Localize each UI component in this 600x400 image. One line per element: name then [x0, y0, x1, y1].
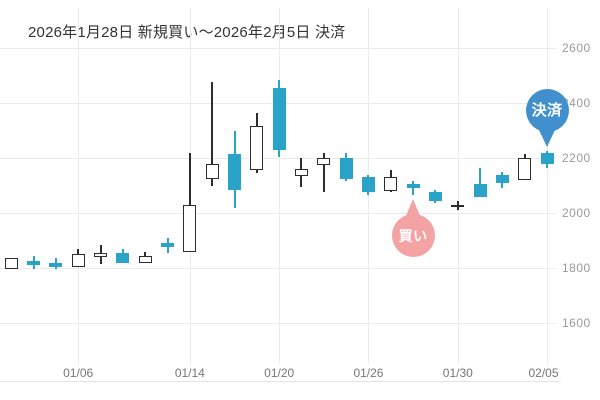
candle-body [161, 243, 174, 248]
v-gridline [279, 8, 281, 364]
candle-body [250, 126, 264, 171]
candle-body [473, 184, 487, 197]
x-axis-label: 01/20 [264, 366, 295, 380]
h-gridline [0, 213, 556, 214]
candle-body [116, 252, 130, 263]
y-axis-label: 1800 [562, 261, 591, 275]
x-axis-label: 02/05 [528, 366, 559, 380]
candle-body [451, 204, 465, 207]
candle-body [294, 169, 308, 176]
candle-wick [412, 181, 415, 196]
candle-body [138, 255, 152, 263]
candle-body [4, 258, 18, 270]
candle-body [27, 261, 41, 266]
y-axis-label: 2600 [562, 41, 591, 55]
candle-body [183, 204, 197, 252]
candle-body [272, 87, 286, 150]
x-axis-line [0, 381, 561, 382]
candle-body [71, 254, 85, 267]
x-axis-label: 01/06 [63, 366, 94, 380]
h-gridline [0, 48, 556, 49]
candle-body [428, 192, 442, 201]
h-gridline [0, 268, 556, 269]
x-axis-label: 01/26 [353, 366, 384, 380]
y-axis-label: 2000 [562, 206, 591, 220]
candle-wick [322, 152, 325, 193]
candle-wick [479, 167, 482, 197]
x-axis-label: 01/30 [442, 366, 473, 380]
y-axis-label: 2200 [562, 151, 591, 165]
settle-marker-tail [539, 130, 556, 148]
candle-body [518, 158, 532, 180]
candle-body [205, 163, 219, 179]
candle-body [49, 262, 63, 267]
candle-body [361, 177, 375, 193]
chart-title: 2026年1月28日 新規買い～2026年2月5日 決済 [28, 24, 346, 41]
settle-marker: 決済 [525, 89, 569, 133]
v-gridline [547, 8, 549, 364]
candle-body [540, 152, 554, 164]
y-axis-label: 1600 [562, 316, 591, 330]
y-axis-label: 2400 [562, 96, 591, 110]
v-gridline [78, 8, 80, 364]
candle-wick [211, 82, 214, 186]
candle-body [384, 177, 398, 191]
buy-marker-tail [405, 199, 422, 219]
h-gridline [0, 158, 556, 159]
candle-body [406, 184, 420, 189]
v-gridline [457, 8, 459, 364]
candle-body [317, 158, 331, 165]
h-gridline [0, 323, 556, 324]
candle-body [228, 153, 241, 190]
buy-marker: 買い [391, 214, 435, 258]
x-axis-label: 01/14 [174, 366, 205, 380]
candle-body [339, 158, 353, 179]
candle-body [495, 174, 509, 183]
candle-body [94, 252, 108, 257]
candle-wick [188, 152, 191, 252]
